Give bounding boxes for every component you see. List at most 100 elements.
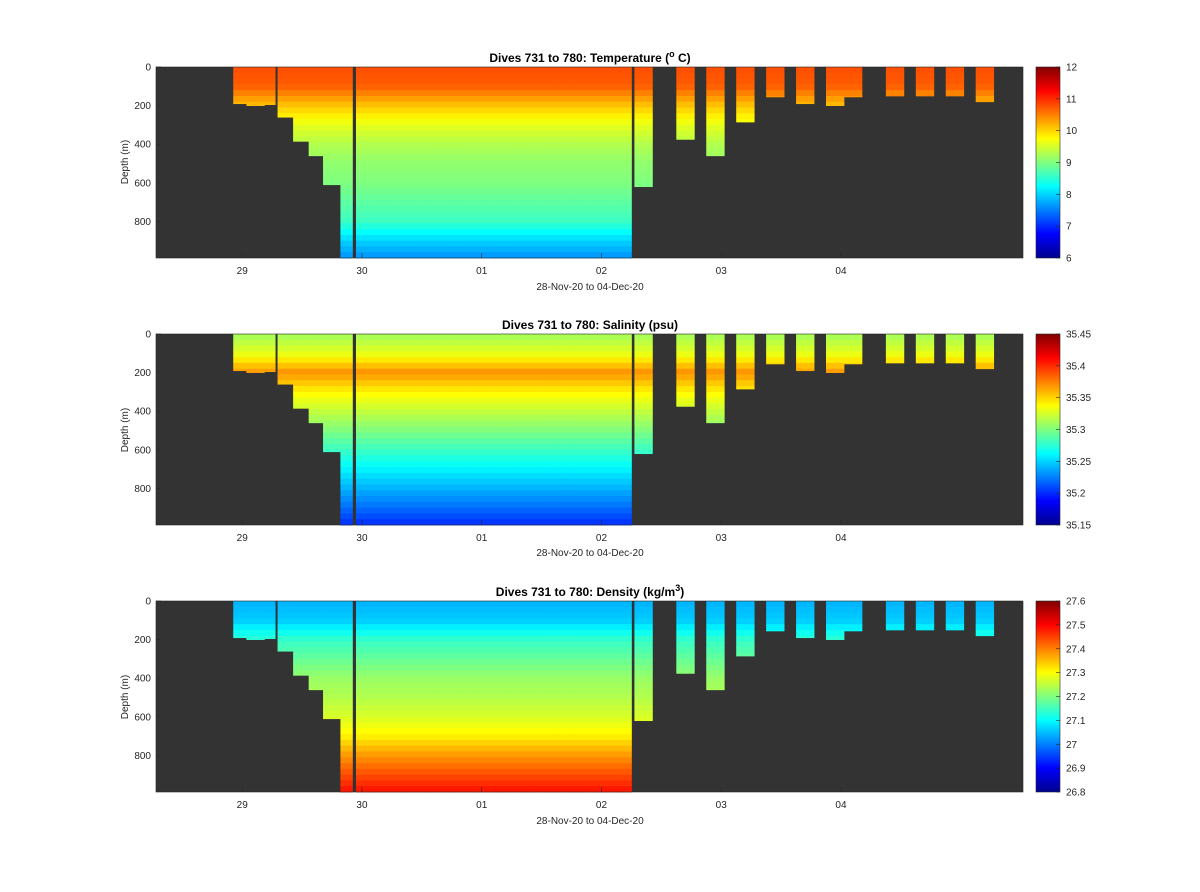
heatmap-cell xyxy=(619,670,632,677)
heatmap-cell xyxy=(463,182,477,189)
heatmap-cell xyxy=(355,490,369,497)
heatmap-cell xyxy=(607,478,620,485)
heatmap-cell xyxy=(439,240,453,247)
heatmap-cell xyxy=(403,699,417,706)
dive-profile-column xyxy=(323,601,342,720)
heatmap-cell xyxy=(547,745,560,752)
heatmap-cell xyxy=(277,345,296,352)
heatmap-cell xyxy=(340,101,353,108)
heatmap-cell xyxy=(595,496,608,503)
dive-profile-column xyxy=(415,67,429,259)
heatmap-cell xyxy=(511,699,525,706)
heatmap-cell xyxy=(427,240,441,247)
heatmap-cell xyxy=(619,165,632,172)
heatmap-cell xyxy=(499,612,513,619)
dive-profile-column xyxy=(463,67,477,259)
heatmap-cell xyxy=(379,670,393,677)
dive-profile-column xyxy=(355,334,369,526)
heatmap-cell xyxy=(634,339,653,346)
heatmap-cell xyxy=(706,403,725,410)
heatmap-cell xyxy=(323,409,342,416)
heatmap-cell xyxy=(463,78,477,85)
heatmap-cell xyxy=(607,728,620,735)
heatmap-cell xyxy=(535,647,548,654)
heatmap-cell xyxy=(607,710,620,718)
heatmap-cell xyxy=(323,142,342,149)
heatmap-cell xyxy=(766,90,785,97)
heatmap-cell xyxy=(475,159,489,166)
heatmap-cell xyxy=(619,629,632,637)
heatmap-cell xyxy=(583,455,596,462)
heatmap-cell xyxy=(340,728,353,735)
heatmap-cell xyxy=(547,386,560,393)
heatmap-cell xyxy=(308,95,328,103)
dive-profile-column xyxy=(439,334,453,526)
heatmap-cell xyxy=(487,240,501,247)
heatmap-cell xyxy=(595,357,608,364)
heatmap-cell xyxy=(571,472,584,480)
heatmap-cell xyxy=(451,130,465,137)
heatmap-cell xyxy=(355,635,369,642)
heatmap-cell xyxy=(583,629,596,637)
heatmap-cell xyxy=(439,368,453,375)
heatmap-cell xyxy=(355,345,369,352)
heatmap-cell xyxy=(340,229,353,236)
heatmap-cell xyxy=(915,612,935,619)
heatmap-cell xyxy=(475,653,489,660)
heatmap-cell xyxy=(323,159,342,166)
heatmap-cell xyxy=(340,107,353,114)
heatmap-cell xyxy=(535,612,548,619)
heatmap-cell xyxy=(367,699,381,706)
heatmap-cell xyxy=(427,699,441,706)
heatmap-cell xyxy=(391,334,405,341)
heatmap-cell xyxy=(619,786,632,793)
heatmap-cell xyxy=(634,72,653,79)
heatmap-cell xyxy=(595,345,608,352)
heatmap-cell xyxy=(547,624,560,631)
heatmap-cell xyxy=(559,240,572,247)
heatmap-cell xyxy=(595,107,608,114)
heatmap-cell xyxy=(379,705,393,712)
heatmap-cell xyxy=(323,165,342,172)
heatmap-cell xyxy=(439,455,453,462)
heatmap-cell xyxy=(535,629,548,637)
heatmap-cell xyxy=(499,641,513,648)
heatmap-cell xyxy=(547,368,560,375)
heatmap-cell xyxy=(340,119,353,126)
heatmap-cell xyxy=(475,72,489,79)
heatmap-cell xyxy=(511,339,525,346)
heatmap-cell xyxy=(547,768,560,776)
heatmap-cell xyxy=(706,362,725,370)
heatmap-cell xyxy=(559,397,572,404)
heatmap-cell xyxy=(676,357,695,364)
heatmap-cell xyxy=(511,467,525,474)
heatmap-cell xyxy=(367,113,381,120)
heatmap-cell xyxy=(583,345,596,352)
heatmap-cell xyxy=(308,409,328,416)
heatmap-cell xyxy=(340,252,353,259)
heatmap-cell xyxy=(340,223,353,230)
heatmap-cell xyxy=(463,148,477,155)
heatmap-cell xyxy=(523,67,537,74)
heatmap-cell xyxy=(571,461,584,468)
heatmap-cell xyxy=(475,415,489,422)
heatmap-cell xyxy=(487,682,501,689)
heatmap-cell xyxy=(340,188,353,195)
heatmap-cell xyxy=(975,629,995,637)
heatmap-cell xyxy=(367,107,381,114)
heatmap-cell xyxy=(415,368,429,375)
heatmap-cell xyxy=(487,95,501,103)
heatmap-cell xyxy=(523,612,537,619)
heatmap-cell xyxy=(487,403,501,410)
heatmap-cell xyxy=(323,130,342,137)
heatmap-cell xyxy=(475,339,489,346)
dive-profile-column xyxy=(607,334,620,526)
heatmap-cell xyxy=(323,653,342,660)
heatmap-cell xyxy=(379,252,393,259)
heatmap-cell xyxy=(340,368,353,375)
heatmap-cell xyxy=(535,165,548,172)
heatmap-cell xyxy=(619,734,632,741)
heatmap-cell xyxy=(323,606,342,613)
heatmap-cell xyxy=(475,78,489,85)
dive-profile-column xyxy=(463,601,477,793)
